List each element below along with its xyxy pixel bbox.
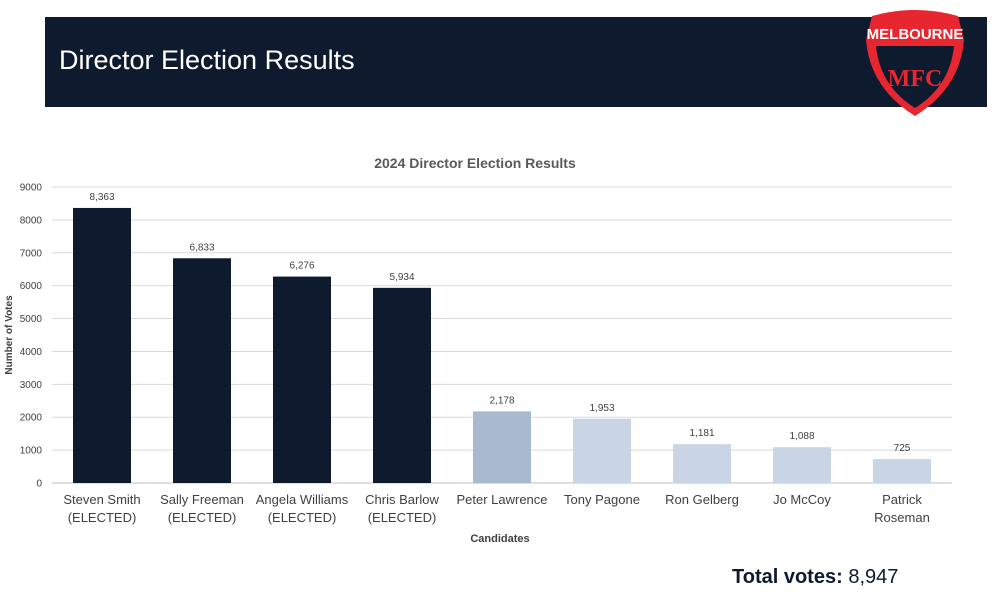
- bar: [573, 418, 631, 483]
- bar: [773, 447, 831, 483]
- melbourne-logo: MELBOURNE MFC: [866, 10, 964, 116]
- x-tick-label: Chris Barlow: [365, 492, 439, 507]
- x-tick-label: Patrick: [882, 492, 922, 507]
- y-axis-label: Number of Votes: [4, 295, 15, 375]
- bar: [173, 258, 231, 483]
- page-title: Director Election Results: [59, 45, 355, 75]
- data-label: 1,181: [689, 428, 714, 439]
- x-axis-label: Candidates: [470, 533, 529, 545]
- x-tick-label: (ELECTED): [268, 510, 337, 525]
- x-tick-label: Tony Pagone: [564, 492, 640, 507]
- bar: [673, 444, 731, 483]
- data-label: 2,178: [489, 395, 514, 406]
- x-tick-label: Roseman: [874, 510, 930, 525]
- total-votes-value: 8,947: [848, 566, 899, 588]
- data-labels: 8,363 6,833 6,276 5,934 2,178 1,953 1,181 1,088…: [89, 192, 910, 454]
- data-label: 6,833: [189, 242, 214, 253]
- x-axis-ticks: Steven Smith (ELECTED) Sally Freeman (ELECT…: [63, 492, 929, 525]
- header-banner: Director Election Results: [45, 17, 987, 107]
- logo-monogram: MFC: [888, 66, 943, 92]
- y-tick-label: 8000: [20, 215, 43, 226]
- y-tick-label: 2000: [20, 413, 43, 424]
- y-tick-label: 3000: [20, 380, 43, 391]
- x-tick-label: Peter Lawrence: [456, 492, 547, 507]
- x-tick-label: (ELECTED): [168, 510, 237, 525]
- y-tick-label: 9000: [20, 183, 43, 194]
- data-label: 725: [894, 443, 911, 454]
- bars: [73, 207, 931, 483]
- y-tick-label: 1000: [20, 446, 43, 457]
- y-tick-label: 4000: [20, 347, 43, 358]
- x-tick-label: Angela Williams: [256, 492, 349, 507]
- total-votes: Total votes: 8,947: [732, 566, 898, 589]
- y-tick-label: 0: [36, 479, 42, 490]
- data-label: 1,953: [589, 403, 614, 414]
- y-tick-label: 6000: [20, 281, 43, 292]
- x-tick-label: (ELECTED): [68, 510, 137, 525]
- bar: [473, 411, 531, 483]
- logo-wordmark: MELBOURNE: [867, 26, 964, 43]
- y-axis-ticks: 0 1000 2000 3000 4000 5000 6000 7000 8000 9000: [20, 183, 43, 490]
- data-label: 6,276: [289, 261, 314, 272]
- bar-chart: 2024 Director Election Results 0 1000 2000…: [4, 155, 952, 545]
- x-tick-label: (ELECTED): [368, 510, 437, 525]
- x-tick-label: Sally Freeman: [160, 492, 244, 507]
- y-tick-label: 5000: [20, 314, 43, 325]
- x-tick-label: Jo McCoy: [773, 492, 831, 507]
- x-tick-label: Steven Smith: [63, 492, 140, 507]
- data-label: 8,363: [89, 192, 114, 203]
- chart-title: 2024 Director Election Results: [374, 155, 576, 171]
- bar: [373, 287, 431, 483]
- data-label: 5,934: [389, 272, 414, 283]
- bar: [73, 207, 131, 483]
- logo-shield-inner: [876, 46, 954, 108]
- y-tick-label: 7000: [20, 248, 43, 259]
- total-votes-label: Total votes:: [732, 566, 843, 588]
- bar: [273, 276, 331, 483]
- bar: [873, 459, 931, 483]
- x-tick-label: Ron Gelberg: [665, 492, 739, 507]
- data-label: 1,088: [789, 431, 814, 442]
